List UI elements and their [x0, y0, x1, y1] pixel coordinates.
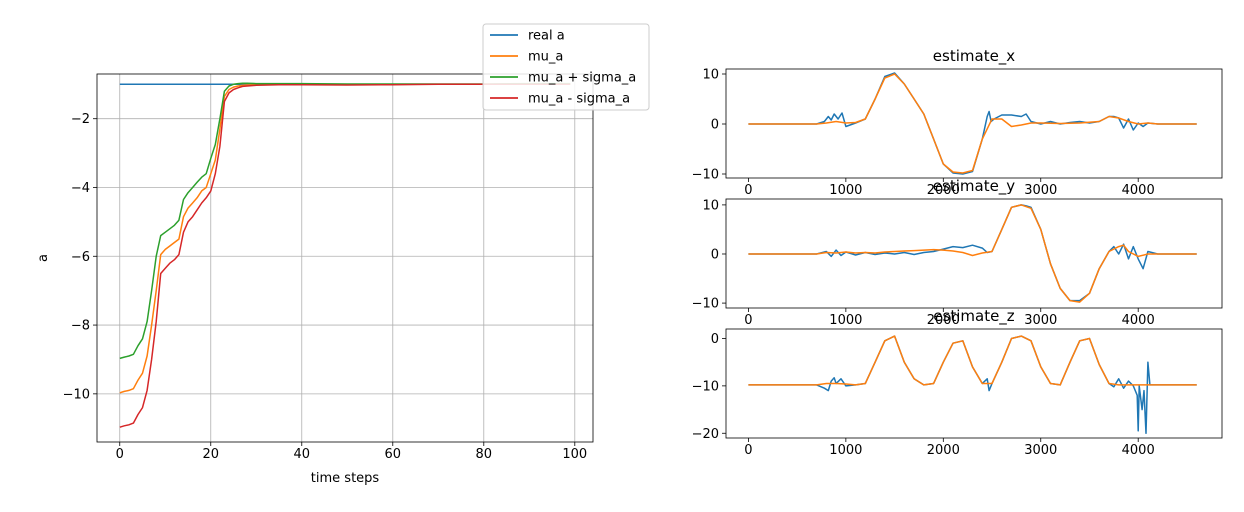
chart-1-xtick-label-4: 4000: [1122, 183, 1155, 198]
chart-1-frame: [725, 68, 1223, 179]
chart-3-frame: [725, 328, 1223, 439]
chart-2-title: estimate_y: [933, 177, 1016, 196]
chart-3-xtick-label-3: 3000: [1024, 443, 1057, 458]
chart-2-series-1: [748, 204, 1197, 303]
chart-3-xtick-label-1: 1000: [829, 443, 862, 458]
chart-1-ytick-label-0: −10: [692, 168, 719, 183]
chart-0-ytick-label-2: −6: [71, 250, 90, 265]
chart-1-xtick-label-0: 0: [744, 183, 752, 198]
chart-0-frame: [96, 73, 594, 443]
chart-2-xtick-label-4: 4000: [1122, 313, 1155, 328]
chart-1-ytick-label-1: 0: [711, 118, 719, 133]
chart-3-ytick-label-2: 0: [711, 332, 719, 347]
chart-0-xtick-label-3: 60: [385, 447, 402, 462]
chart-2-frame: [725, 198, 1223, 309]
chart-0-ylabel: a: [36, 254, 51, 262]
chart-0-xtick-label-5: 100: [562, 447, 587, 462]
chart-0-ytick-label-0: −10: [63, 387, 90, 402]
chart-3-title: estimate_z: [933, 307, 1015, 326]
chart-2-ytick-label-0: −10: [692, 297, 719, 312]
chart-0-ytick-label-4: −2: [71, 112, 90, 127]
chart-1-xtick-label-2: 2000: [927, 183, 960, 198]
chart-1-title: estimate_x: [933, 47, 1016, 66]
chart-1-xtick-label-3: 3000: [1024, 183, 1057, 198]
chart-2: 0 1000 2000 3000 4000 −10 0 10 estimate_y: [692, 177, 1223, 328]
chart-2-xtick-label-0: 0: [744, 313, 752, 328]
chart-0-legend-label-1: mu_a: [528, 50, 563, 65]
chart-0-legend-label-2: mu_a + sigma_a: [528, 71, 636, 86]
chart-1-series-1: [748, 73, 1197, 174]
chart-0-xtick-label-0: 0: [116, 447, 124, 462]
chart-0-legend-label-0: real a: [528, 29, 565, 44]
chart-0: 0 20 40 60 80 100 −10 −8 −6 −4 −2 time steps a real a…: [36, 23, 650, 486]
chart-2-ytick-label-1: 0: [711, 247, 719, 262]
chart-0-xtick-label-2: 40: [293, 447, 310, 462]
chart-1-ytick-label-2: 10: [702, 68, 719, 83]
chart-0-legend: real a mu_a mu_a + sigma_a mu_a - sigma_a: [482, 23, 650, 111]
chart-0-series-1: [119, 83, 571, 394]
chart-0-series-3: [119, 83, 571, 428]
chart-3: 0 1000 2000 3000 4000 −20 −10 0 estimate_z: [692, 307, 1223, 458]
chart-3-ytick-label-0: −20: [692, 427, 719, 442]
chart-3-ytick-label-1: −10: [692, 379, 719, 394]
chart-0-ytick-label-3: −4: [71, 181, 90, 196]
chart-2-ytick-label-2: 10: [702, 198, 719, 213]
chart-0-legend-label-3: mu_a - sigma_a: [528, 92, 630, 107]
chart-2-xtick-label-2: 2000: [927, 313, 960, 328]
chart-1-xtick-label-1: 1000: [829, 183, 862, 198]
chart-0-series-2: [119, 82, 571, 360]
chart-1: 0 1000 2000 3000 4000 −10 0 10 estimate_x: [692, 47, 1223, 198]
chart-0-xlabel: time steps: [311, 471, 380, 486]
chart-0-xtick-label-1: 20: [202, 447, 219, 462]
chart-3-xtick-label-0: 0: [744, 443, 752, 458]
chart-0-ytick-label-1: −8: [71, 319, 90, 334]
chart-3-xtick-label-2: 2000: [927, 443, 960, 458]
chart-2-xtick-label-1: 1000: [829, 313, 862, 328]
chart-3-series-1: [748, 335, 1197, 386]
chart-3-xtick-label-4: 4000: [1122, 443, 1155, 458]
chart-0-xtick-label-4: 80: [476, 447, 493, 462]
chart-2-xtick-label-3: 3000: [1024, 313, 1057, 328]
chart-0-legend-box: [482, 23, 650, 111]
